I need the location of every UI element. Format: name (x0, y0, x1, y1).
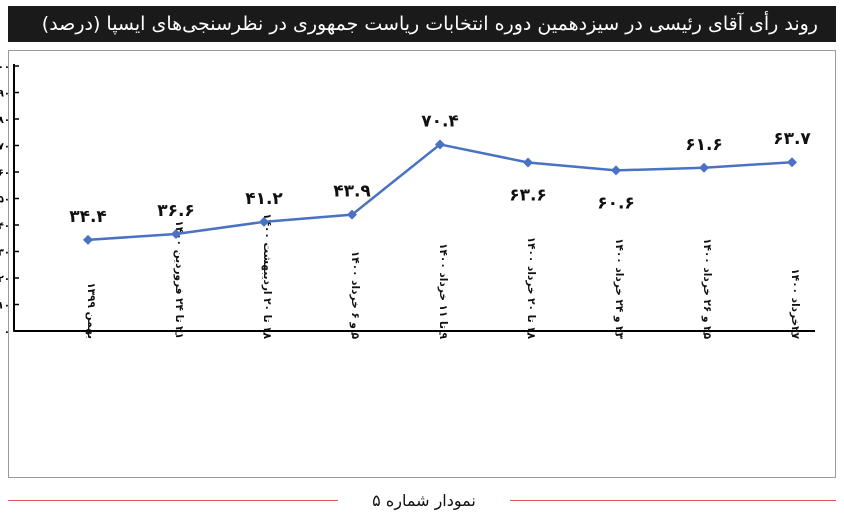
data-label: ۶۰.۶ (597, 193, 635, 213)
data-label: ۶۳.۶ (509, 185, 547, 205)
footer-divider-left (8, 500, 338, 501)
x-tick-label: بهمن ۱۳۹۹ (85, 282, 97, 339)
y-tick-label: ۱۰۰ (0, 62, 10, 73)
data-label: ۶۳.۷ (773, 129, 811, 149)
x-tick-label: ۵ و ۶ خرداد ۱۴۰۰ (349, 251, 361, 340)
data-label: ۷۰.۴ (421, 111, 459, 131)
data-label: ۶۱.۶ (685, 135, 723, 155)
y-tick-label: ۶۰ (0, 168, 10, 179)
y-tick-label: ۰ (4, 327, 10, 338)
y-tick-label: ۴۰ (0, 221, 10, 232)
y-tick-label: ۷۰ (0, 142, 10, 153)
x-tick-label: ۲۱ تا ۲۴ فروردین ۱۴۰۰ (173, 220, 185, 339)
x-tick-label: ۲۵ و ۲۶ خرداد ۱۴۰۰ (701, 238, 713, 340)
data-point (435, 139, 445, 150)
data-label: ۳۶.۶ (157, 201, 195, 221)
x-tick-label: ۲۷خرداد ۱۴۰۰ (789, 268, 801, 339)
series-line (87, 143, 793, 242)
x-tick-label: ۲۳ و ۲۴ خرداد ۱۴۰۰ (613, 238, 625, 340)
data-point (171, 229, 181, 240)
x-tick-label: ۱۸ تا ۲۰ خرداد ۱۴۰۰ (525, 237, 537, 340)
data-point (523, 157, 533, 168)
data-point (787, 157, 797, 168)
data-point (347, 209, 357, 220)
footer-divider-right (510, 500, 836, 501)
data-label: ۴۱.۲ (245, 189, 283, 209)
y-tick-label: ۸۰ (0, 115, 10, 126)
y-tick-label: ۳۰ (0, 248, 10, 259)
y-tick-label: ۹۰ (0, 89, 10, 100)
chart-title: روند رأی آقای رئیسی در سیزدهمین دوره انت… (8, 6, 836, 42)
data-label: ۳۴.۴ (69, 207, 107, 227)
data-point (611, 165, 621, 176)
y-tick-label: ۲۰ (0, 274, 10, 285)
figure-caption: نمودار شماره ۵ (372, 491, 476, 510)
data-point (699, 162, 709, 173)
y-tick-label: ۱۰ (0, 301, 10, 312)
data-point (259, 216, 269, 227)
chart-frame (8, 50, 836, 478)
x-tick-label: ۱۸ تا ۲۰ اردیبهشت ۱۴۰۰ (261, 213, 273, 339)
x-tick-label: ۹ تا ۱۱ خرداد ۱۴۰۰ (437, 243, 449, 339)
data-label: ۴۳.۹ (333, 182, 371, 202)
y-tick-label: ۵۰ (0, 195, 10, 206)
data-point (83, 234, 93, 245)
